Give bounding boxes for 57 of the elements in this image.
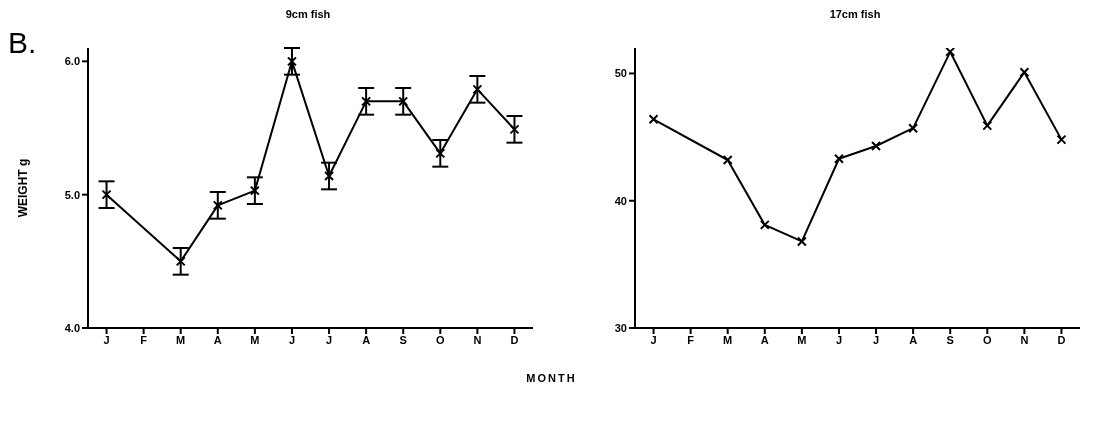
point	[249, 185, 260, 196]
x-tick-label: J	[288, 333, 296, 346]
point	[286, 56, 297, 67]
point	[398, 96, 409, 107]
y-tick-label: 6.0	[64, 55, 80, 68]
point	[324, 171, 335, 181]
y-tick-label: 30	[614, 321, 627, 334]
x-tick-label: M	[176, 333, 186, 346]
x-tick-label: N	[473, 333, 482, 346]
point	[472, 84, 483, 95]
x-tick-label: J	[325, 333, 333, 346]
point	[759, 219, 770, 230]
x-tick-label: J	[103, 333, 110, 346]
point	[435, 148, 446, 159]
y-tick-label: 40	[614, 194, 627, 207]
x-tick-label: O	[983, 333, 993, 346]
x-tick-label: M	[723, 333, 733, 346]
chart-title: 17cm fish	[828, 8, 882, 22]
point	[1019, 67, 1030, 78]
point	[908, 123, 919, 134]
x-tick-label: J	[650, 333, 657, 346]
y-tick-label: 50	[614, 67, 627, 80]
x-tick-label: A	[362, 333, 371, 346]
point	[101, 189, 112, 200]
point	[945, 48, 956, 57]
y-tick-label: 5.0	[64, 188, 80, 201]
point	[1056, 134, 1067, 145]
x-tick-label: S	[399, 333, 407, 346]
x-tick-label: A	[213, 333, 222, 346]
x-tick-label: D	[510, 333, 519, 346]
chart-title: 9cm fish	[285, 8, 331, 20]
x-tick-label: S	[946, 333, 954, 346]
point	[648, 114, 659, 125]
x-tick-label: J	[872, 333, 880, 346]
x-tick-label: N	[1020, 333, 1029, 346]
point	[212, 200, 223, 211]
point	[509, 124, 520, 135]
point	[175, 256, 186, 267]
x-tick-label: O	[436, 333, 446, 346]
x-tick-label: A	[760, 333, 769, 346]
point	[722, 155, 733, 165]
x-tick-label: M	[797, 333, 807, 346]
point	[361, 96, 372, 107]
y-tick-label: 4.0	[64, 321, 80, 334]
x-axis-title: MONTH	[525, 372, 578, 384]
x-tick-label: J	[835, 333, 843, 346]
point	[982, 120, 993, 131]
x-tick-label: F	[140, 333, 148, 346]
point	[796, 236, 807, 247]
x-tick-label: D	[1057, 333, 1066, 346]
x-tick-label: F	[687, 333, 695, 346]
text: B.	[8, 26, 37, 60]
point	[833, 153, 844, 164]
x-tick-label: M	[250, 333, 260, 346]
x-tick-label: A	[909, 333, 918, 346]
point	[871, 141, 882, 151]
y-axis-title: WEIGHT g	[16, 158, 31, 218]
